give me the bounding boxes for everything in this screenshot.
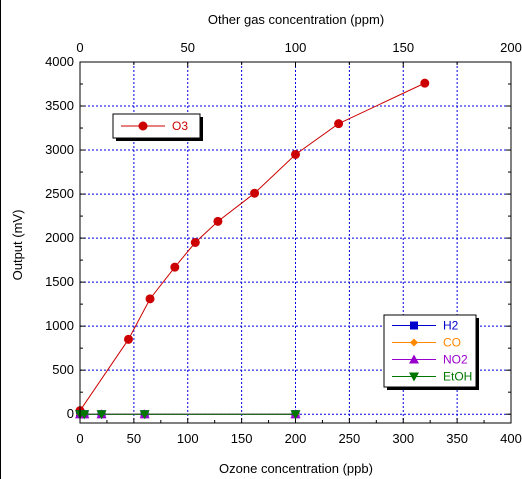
data-point-o3 [250, 188, 260, 198]
left-tick-label: 2500 [45, 186, 74, 201]
data-point-o3 [123, 334, 133, 344]
left-axis-title: Output (mV) [10, 210, 25, 281]
legend-marker-etoh [409, 372, 419, 382]
bottom-tick-label: 200 [285, 431, 307, 446]
left-tick-label: 3500 [45, 98, 74, 113]
data-point-o3 [291, 149, 300, 159]
legend-label-co: CO [443, 336, 461, 350]
left-tick-label: 500 [52, 362, 74, 377]
legend-top-left: O3 [112, 113, 203, 141]
legend-label-etoh: EtOH [443, 370, 472, 384]
bottom-axis-title: Ozone concentration (ppb) [219, 461, 373, 476]
left-tick-label: 0 [67, 406, 74, 421]
bottom-tick-label: 350 [446, 431, 468, 446]
left-tick-label: 3000 [45, 142, 74, 157]
bottom-tick-label: 400 [500, 431, 522, 446]
top-tick-label: 150 [392, 40, 414, 55]
series-o3 [75, 78, 430, 416]
bottom-tick-label: 150 [231, 431, 253, 446]
left-tick-label: 1000 [45, 318, 74, 333]
top-tick-label: 50 [181, 40, 195, 55]
top-tick-label: 100 [285, 40, 307, 55]
data-point-etoh [290, 410, 301, 420]
legend-marker-co [410, 338, 418, 347]
top-tick-label: 0 [76, 40, 83, 55]
legend-label-o3: O3 [172, 119, 188, 133]
legend-marker-h2 [410, 321, 418, 330]
data-point-o3 [420, 78, 430, 88]
top-tick-label: 200 [500, 40, 522, 55]
series-line-o3 [79, 82, 426, 411]
left-frame-edge [0, 0, 1, 479]
legends: O3 H2 CO NO2 EtOH [112, 113, 479, 390]
legend-marker-no2 [409, 354, 419, 364]
left-tick-label: 1500 [45, 274, 74, 289]
series-etoh [75, 410, 301, 420]
data-point-o3 [334, 119, 344, 129]
legend-label-h2: H2 [443, 319, 459, 333]
bottom-tick-label: 250 [339, 431, 361, 446]
left-tick-label: 2000 [45, 230, 74, 245]
ticks: 0 50 100 150 200 250 300 350 4000 50 100 150 2000500… [45, 40, 522, 446]
bottom-tick-label: 50 [127, 431, 141, 446]
data-point-o3 [170, 262, 180, 272]
legend-box [383, 314, 477, 388]
legend-label-no2: NO2 [443, 353, 468, 367]
bottom-tick-label: 0 [76, 431, 83, 446]
top-axis-title: Other gas concentration (ppm) [208, 12, 384, 27]
legend-bottom-right: H2 CO NO2 EtOH [383, 314, 479, 390]
data-point-o3 [213, 216, 223, 226]
left-tick-label: 4000 [45, 54, 74, 69]
data-point-etoh [79, 410, 90, 420]
data-point-o3 [190, 238, 200, 247]
plot-frame [79, 61, 512, 424]
data-point-etoh [96, 410, 107, 420]
data-point-etoh [139, 410, 150, 420]
bottom-tick-label: 300 [392, 431, 414, 446]
legend-marker-o3 [138, 121, 148, 131]
bottom-tick-label: 100 [177, 431, 199, 446]
data-point-o3 [145, 294, 155, 304]
